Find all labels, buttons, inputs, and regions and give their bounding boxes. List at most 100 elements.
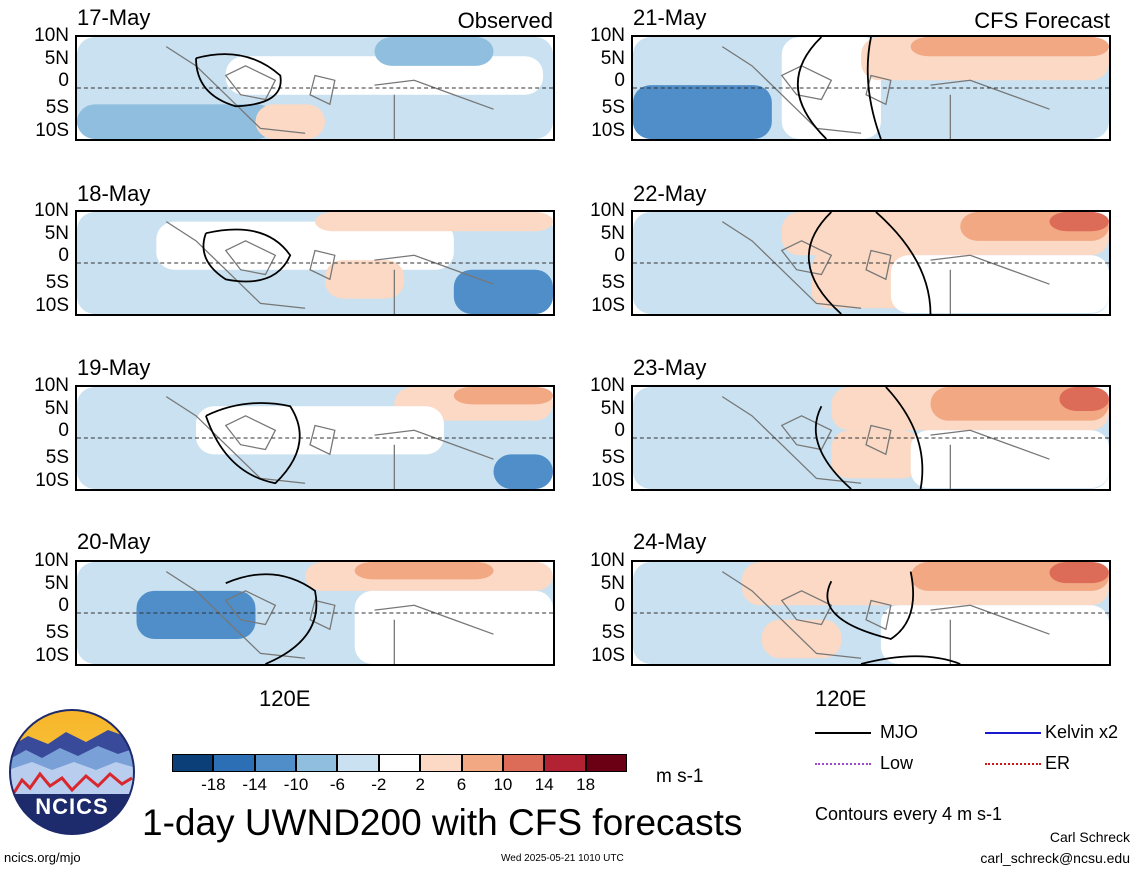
y-axis-tick-label: 10S <box>35 470 69 491</box>
coastline <box>165 396 494 489</box>
y-axis-tick-label: 10S <box>35 645 69 666</box>
uwnd-field <box>77 37 553 139</box>
x-axis-label: 120E <box>259 686 311 711</box>
observed-map <box>75 560 555 666</box>
panel-date: 17-May <box>77 5 151 30</box>
y-axis-tick-label: 10S <box>35 295 69 316</box>
colorbar-tick-label: 2 <box>415 775 425 794</box>
y-axis-tick-label: 10N <box>34 375 69 396</box>
colorbar-swatch <box>172 754 214 772</box>
colorbar-tick-label: -18 <box>201 775 226 794</box>
colorbar-units: m s-1 <box>656 766 704 787</box>
panel-date: 19-May <box>77 355 151 380</box>
y-axis-tick-label: 5N <box>44 398 69 419</box>
uwnd-field <box>633 387 1109 489</box>
observed-map <box>75 35 555 141</box>
colorbar-swatch <box>502 754 545 772</box>
colorbar-tick-label: -10 <box>283 775 309 794</box>
footer-email: carl_schreck@ncsu.edu <box>980 850 1130 866</box>
wind-anomaly-region <box>1049 562 1109 584</box>
panel-date: 21-May <box>633 5 707 30</box>
wind-anomaly-region <box>831 430 921 479</box>
wind-anomaly-region <box>453 269 553 314</box>
legend-label-kelvin: Kelvin x2 <box>1045 722 1119 742</box>
uwnd-field <box>633 37 1109 139</box>
y-axis-tick-label: 10N <box>590 375 625 396</box>
colorbar-tick-label: -6 <box>329 775 346 794</box>
colorbar-tick-label: 14 <box>534 775 554 794</box>
coastline <box>165 571 494 664</box>
wind-anomaly-region <box>1049 212 1109 232</box>
wind-anomaly-region <box>255 104 325 139</box>
y-axis-tick-label: 5S <box>601 622 625 643</box>
main-title: 1-day UWND200 with CFS forecasts <box>142 802 743 843</box>
y-axis-tick-label: 5S <box>601 97 625 118</box>
observed-map <box>75 385 555 491</box>
forecast-map <box>631 385 1111 491</box>
y-axis-tick-label: 0 <box>58 245 69 266</box>
wind-anomaly-region <box>910 37 1109 57</box>
y-axis-tick-label: 10N <box>34 25 69 46</box>
legend-label-mjo: MJO <box>880 722 918 742</box>
coastline <box>165 221 494 314</box>
panel-date: 24-May <box>633 529 707 554</box>
kelvin-line-sample <box>985 732 1041 734</box>
mjo-contour <box>814 387 924 489</box>
y-axis-tick-label: 5S <box>45 622 69 643</box>
mjo-contour <box>826 571 961 664</box>
wind-anomaly-region <box>890 255 1109 314</box>
uwnd-field <box>633 212 1109 314</box>
y-axis-tick-label: 0 <box>58 420 69 441</box>
y-axis-tick-label: 5N <box>44 223 69 244</box>
observed-map <box>75 210 555 316</box>
panel-date: 18-May <box>77 181 151 206</box>
wind-anomaly-region <box>453 387 553 405</box>
wind-anomaly-region <box>811 250 911 309</box>
wind-anomaly-region <box>374 37 494 66</box>
y-axis-tick-label: 10N <box>34 200 69 221</box>
panel-date: 22-May <box>633 181 707 206</box>
colorbar-swatch <box>461 754 503 772</box>
forecast-map <box>631 560 1111 666</box>
y-axis-tick-label: 5S <box>601 272 625 293</box>
colorbar-tick-label: 10 <box>493 775 513 794</box>
wind-anomaly-region <box>77 104 276 139</box>
uwnd-field <box>633 562 1109 664</box>
y-axis-tick-label: 10N <box>590 200 625 221</box>
uwnd-field <box>77 562 553 664</box>
y-axis-tick-label: 5S <box>45 272 69 293</box>
colorbar-swatch <box>420 754 462 772</box>
legend-label-low: Low <box>880 753 914 773</box>
colorbar-swatch <box>213 754 255 772</box>
wind-anomaly-region <box>136 590 256 639</box>
y-axis-tick-label: 10S <box>591 295 625 316</box>
colorbar-tick-label: -2 <box>371 775 387 794</box>
y-axis-tick-label: 0 <box>614 70 625 91</box>
wind-anomaly-region <box>225 56 544 95</box>
panel-source-label: CFS Forecast <box>974 8 1110 33</box>
forecast-map <box>631 210 1111 316</box>
coastline <box>165 46 494 139</box>
contour-legend: MJO Kelvin x2 Low ER <box>815 722 1135 782</box>
uwnd-field <box>77 387 553 489</box>
wind-anomaly-region <box>315 212 553 232</box>
colorbar <box>172 754 627 774</box>
y-axis-tick-label: 10S <box>591 120 625 141</box>
uwnd-field <box>77 212 553 314</box>
y-axis-tick-label: 0 <box>614 595 625 616</box>
y-axis-tick-label: 10S <box>591 470 625 491</box>
y-axis-tick-label: 10N <box>590 550 625 571</box>
colorbar-swatch <box>254 754 297 772</box>
colorbar-swatch <box>585 754 627 772</box>
coastline <box>721 571 1050 664</box>
colorbar-swatch <box>544 754 586 772</box>
footer-timestamp: Wed 2025-05-21 1010 UTC <box>501 853 624 864</box>
footer-url: ncics.org/mjo <box>4 850 81 865</box>
low-line-sample <box>815 763 871 765</box>
y-axis-tick-label: 0 <box>58 70 69 91</box>
y-axis-tick-label: 0 <box>58 595 69 616</box>
wind-anomaly-region <box>1059 387 1109 412</box>
forecast-map <box>631 35 1111 141</box>
y-axis-tick-label: 5N <box>600 398 625 419</box>
y-axis-tick-label: 5N <box>44 48 69 69</box>
